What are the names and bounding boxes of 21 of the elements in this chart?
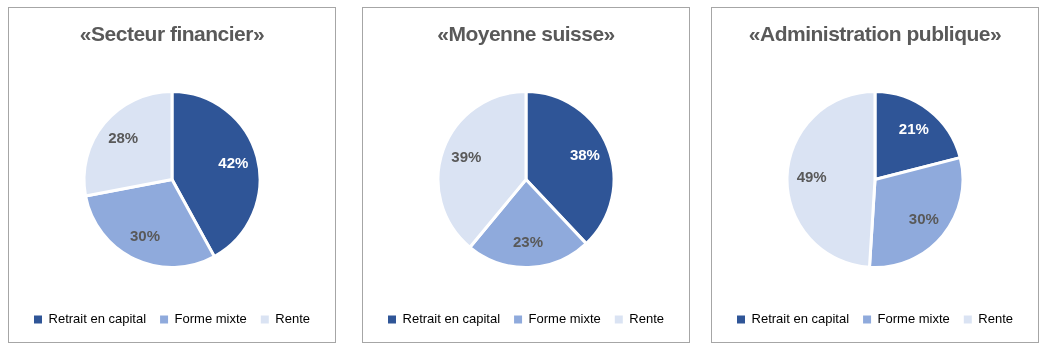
data-label: 49% <box>796 167 827 185</box>
data-label: 21% <box>898 119 929 137</box>
data-label: 38% <box>569 146 600 164</box>
data-label: 39% <box>451 148 482 166</box>
legend-label: Retrait en capital <box>48 311 147 327</box>
chart-title: «Secteur financier» <box>78 22 266 46</box>
legend-label: Retrait en capital <box>402 311 501 327</box>
legend-label: Forme mixte <box>174 311 247 327</box>
data-label: 30% <box>908 210 939 228</box>
legend-label: Rente <box>629 311 664 327</box>
data-label: 42% <box>218 153 249 171</box>
chart-title: «Administration publique» <box>747 22 1003 46</box>
legend-label: Rente <box>978 311 1013 327</box>
data-label: 23% <box>512 232 544 250</box>
chart-title: «Moyenne suisse» <box>436 22 616 46</box>
data-label: 28% <box>108 129 139 147</box>
legend-label: Forme mixte <box>877 311 950 327</box>
data-label: 30% <box>130 226 161 244</box>
legend-label: Forme mixte <box>528 311 601 327</box>
legend-label: Rente <box>275 311 310 327</box>
legend-label: Retrait en capital <box>751 311 850 327</box>
